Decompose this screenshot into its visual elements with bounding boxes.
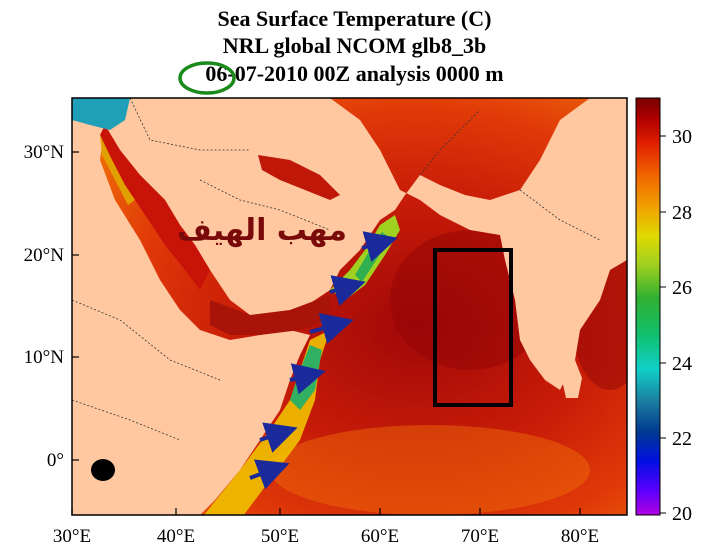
- title-line-3: 06-07-2010 00Z analysis 0000 m: [205, 61, 504, 86]
- x-tick-80: 80°E: [561, 526, 599, 547]
- y-tick-30n: 30°N: [24, 142, 65, 163]
- sri-lanka: [562, 360, 582, 398]
- red-sea: [100, 125, 210, 290]
- wind-arrows: [249, 231, 398, 490]
- lake: [91, 459, 115, 481]
- plot-frame: [71, 97, 628, 516]
- wind-arrow-6: [361, 231, 398, 262]
- wind-arrow-3: [289, 363, 326, 395]
- colorbar-tick-30: 30: [672, 126, 692, 148]
- x-tick-30: 30°E: [53, 526, 91, 547]
- mediterranean: [72, 98, 130, 130]
- red-sea-north: [100, 135, 135, 205]
- date-highlight-circle: [178, 61, 236, 95]
- africa-arabia-land: [72, 98, 627, 515]
- y-tick-20n: 20°N: [24, 245, 65, 266]
- colorbar-tick-22: 22: [672, 428, 692, 450]
- colorbar: [635, 97, 661, 516]
- wind-arrow-5: [329, 275, 366, 306]
- x-tick-60: 60°E: [361, 526, 399, 547]
- arabic-wind-label: مهب الهيف: [177, 213, 347, 248]
- wind-arrow-2: [259, 422, 298, 453]
- highlight-box: [433, 248, 513, 407]
- colorbar-tick-20: 20: [672, 503, 692, 525]
- persian-gulf: [258, 155, 340, 200]
- colorbar-tick-26: 26: [672, 277, 692, 299]
- y-tick-10n: 10°N: [24, 347, 65, 368]
- x-tick-40: 40°E: [157, 526, 195, 547]
- x-tick-50: 50°E: [261, 526, 299, 547]
- wind-arrow-1: [249, 459, 290, 490]
- axis-ticks: [71, 151, 581, 515]
- colorbar-tick-24: 24: [672, 353, 692, 375]
- wind-arrow-4: [309, 313, 354, 344]
- colorbar-tick-28: 28: [672, 202, 692, 224]
- x-tick-70: 70°E: [461, 526, 499, 547]
- colorbar-ticks: [660, 135, 666, 514]
- gulf-of-aden: [210, 295, 330, 335]
- y-tick-0: 0°: [47, 450, 64, 471]
- title-line-1: Sea Surface Temperature (C): [217, 6, 492, 31]
- southern-warm: [270, 425, 590, 515]
- country-borders: [72, 98, 601, 441]
- title-line-2: NRL global NCOM glb8_3b: [222, 33, 487, 58]
